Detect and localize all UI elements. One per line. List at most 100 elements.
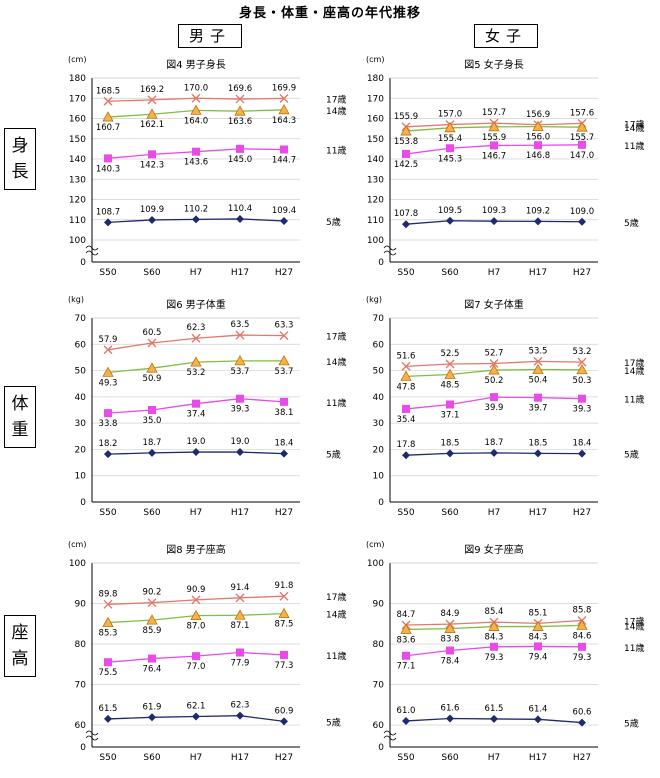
data-point	[576, 619, 588, 630]
x-tick-label: S50	[397, 508, 414, 518]
data-point	[576, 121, 588, 132]
data-point	[534, 449, 542, 458]
data-label: 17.8	[397, 440, 416, 450]
data-point	[402, 404, 410, 413]
data-label: 157.6	[570, 108, 594, 118]
data-point	[534, 642, 542, 651]
y-tick-label: 110	[69, 216, 86, 226]
series-name-label: 11歳	[624, 140, 644, 152]
data-label: 85.8	[573, 606, 592, 616]
data-label: 18.5	[441, 438, 460, 448]
y-tick-label: 10	[75, 472, 87, 482]
data-label: 155.9	[394, 112, 418, 122]
y-tick-label: 0	[378, 498, 384, 508]
y-tick-label: 90	[373, 600, 385, 610]
y-tick-label: 70	[373, 314, 385, 324]
data-label: 145.3	[438, 154, 462, 164]
y-tick-label: 60	[373, 721, 385, 731]
data-point	[280, 397, 288, 406]
series-name-label: 11歳	[326, 650, 346, 662]
data-label: 109.3	[482, 206, 506, 216]
series-name-label: 11歳	[624, 394, 644, 406]
x-tick-label: H17	[529, 753, 547, 763]
x-tick-label: H27	[275, 753, 293, 763]
data-point	[400, 370, 412, 381]
data-point	[146, 362, 158, 373]
data-point	[532, 363, 544, 374]
data-label: 35.0	[143, 416, 162, 426]
data-point	[102, 366, 114, 377]
data-label: 60.5	[143, 328, 162, 338]
chart-female-weight: (kg) 図7 女子体重 0 10 20 30 40 50 60 70 S50 S60 H7 H17 H27…	[348, 290, 648, 530]
series-name-label: 17歳	[624, 357, 644, 369]
data-point	[190, 356, 202, 367]
data-point	[444, 368, 456, 379]
series-name-label: 5歳	[326, 449, 341, 461]
data-point	[278, 607, 290, 619]
data-point	[236, 394, 244, 403]
unit-label: (cm)	[68, 540, 86, 549]
series-name-label: 14歳	[624, 365, 644, 377]
data-point	[534, 393, 542, 402]
data-label: 146.7	[482, 151, 506, 161]
data-point	[446, 646, 454, 655]
data-label: 62.3	[231, 701, 250, 711]
data-point	[190, 104, 202, 115]
x-tick-label: S60	[441, 268, 458, 278]
chart-title: 図4 男子身長	[166, 58, 226, 71]
unit-label: (cm)	[366, 55, 384, 64]
data-point	[446, 449, 454, 458]
data-label: 84.3	[485, 633, 504, 643]
data-point	[533, 356, 543, 366]
data-point	[490, 714, 498, 723]
data-label: 53.5	[529, 346, 548, 356]
data-point	[490, 448, 498, 457]
data-point	[280, 145, 288, 154]
x-tick-label: H17	[231, 753, 249, 763]
series-name-label: 17歳	[326, 93, 346, 105]
data-point	[402, 651, 410, 660]
y-tick-label: 40	[75, 393, 87, 403]
data-label: 85.9	[143, 626, 162, 636]
data-label: 87.1	[231, 621, 250, 631]
data-label: 35.4	[397, 415, 416, 425]
y-tick-label: 60	[75, 721, 87, 731]
y-tick-label: 0	[80, 258, 86, 268]
data-label: 169.6	[228, 84, 252, 94]
data-point	[234, 355, 246, 366]
axis-break-icon	[383, 245, 397, 256]
data-label: 144.7	[272, 155, 296, 165]
x-tick-label: S50	[99, 508, 116, 518]
series-name-label: 14歳	[326, 609, 346, 621]
data-point	[191, 333, 201, 343]
data-point	[104, 658, 112, 667]
data-label: 79.3	[485, 653, 504, 663]
data-label: 37.1	[441, 410, 460, 420]
data-point	[578, 718, 586, 727]
data-label: 62.3	[187, 323, 206, 333]
data-point	[578, 140, 586, 149]
x-tick-label: S50	[99, 268, 116, 278]
y-tick-label: 80	[373, 640, 385, 650]
y-tick-label: 180	[69, 74, 86, 84]
y-tick-label: 30	[373, 419, 385, 429]
series-name-label: 14歳	[326, 105, 346, 117]
data-label: 53.7	[231, 367, 250, 377]
x-tick-label: H7	[190, 753, 203, 763]
data-label: 155.9	[482, 133, 506, 143]
data-label: 91.8	[275, 581, 294, 591]
data-point	[148, 448, 156, 457]
data-label: 164.3	[272, 116, 296, 126]
data-label: 91.4	[231, 583, 250, 593]
y-tick-label: 150	[69, 135, 86, 145]
x-tick-label: H7	[190, 268, 203, 278]
data-point	[148, 150, 156, 159]
data-label: 48.5	[441, 381, 460, 391]
data-point	[578, 449, 586, 458]
series-name-label: 5歳	[326, 216, 341, 228]
y-tick-label: 60	[75, 340, 87, 350]
chart-svg: (cm) 図9 女子座高 0 60 70 80 90 100 S50 S60 H7 H17 H27 84.…	[366, 540, 644, 763]
chart-female-sitting-height: (cm) 図9 女子座高 0 60 70 80 90 100 S50 S60 H7 H17 H27 84.…	[348, 535, 648, 775]
x-tick-label: H27	[573, 268, 591, 278]
data-point	[402, 451, 410, 460]
